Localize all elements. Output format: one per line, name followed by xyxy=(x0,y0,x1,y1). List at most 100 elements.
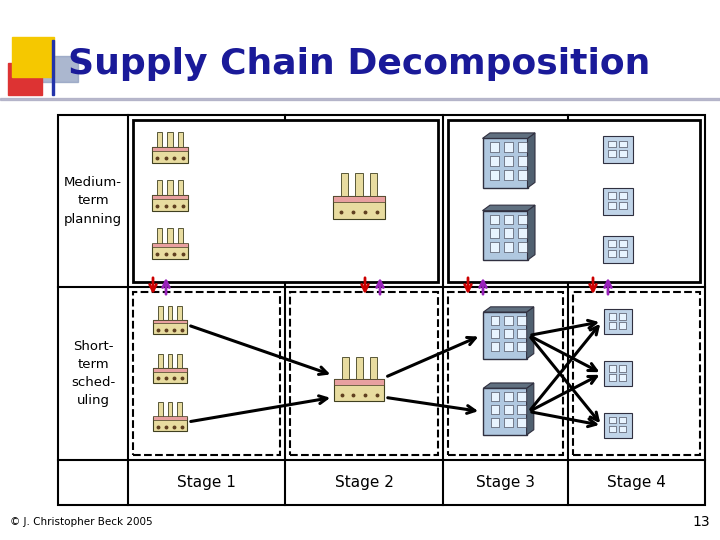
Bar xyxy=(153,416,187,420)
Bar xyxy=(178,132,183,147)
Bar xyxy=(490,142,499,152)
Bar xyxy=(608,141,616,147)
Bar xyxy=(152,147,188,151)
Bar xyxy=(168,228,173,244)
Bar xyxy=(518,170,527,180)
Bar xyxy=(490,214,499,225)
Text: Stage 4: Stage 4 xyxy=(607,475,666,490)
Bar xyxy=(334,379,384,401)
Bar xyxy=(518,142,527,152)
Bar xyxy=(603,309,632,334)
Bar xyxy=(333,196,385,219)
Bar xyxy=(609,314,616,320)
Bar xyxy=(158,180,163,195)
Bar xyxy=(608,250,616,256)
Bar xyxy=(158,402,163,417)
Bar xyxy=(177,306,182,320)
Bar xyxy=(28,56,78,82)
Bar xyxy=(504,392,513,401)
Bar xyxy=(490,405,499,414)
Bar xyxy=(609,366,616,372)
Bar xyxy=(490,342,499,351)
Text: © J. Christopher Beck 2005: © J. Christopher Beck 2005 xyxy=(10,517,153,527)
Text: 13: 13 xyxy=(693,515,710,529)
Bar xyxy=(619,374,626,381)
Bar xyxy=(518,316,526,325)
Bar xyxy=(608,240,616,247)
Bar xyxy=(152,244,188,259)
Bar xyxy=(619,240,627,247)
Polygon shape xyxy=(528,133,535,188)
Bar xyxy=(490,418,499,427)
Bar xyxy=(609,426,616,433)
Bar xyxy=(133,292,280,455)
Bar xyxy=(153,417,187,431)
Bar xyxy=(504,142,513,152)
Bar xyxy=(619,202,627,208)
Bar xyxy=(490,170,499,180)
Bar xyxy=(153,368,187,372)
Polygon shape xyxy=(526,383,534,435)
Bar xyxy=(153,320,187,323)
Bar xyxy=(603,187,634,214)
Bar xyxy=(619,366,626,372)
Bar xyxy=(608,192,616,199)
Bar xyxy=(609,374,616,381)
Bar xyxy=(356,173,363,196)
Bar xyxy=(153,368,187,383)
Bar xyxy=(369,357,377,379)
Bar xyxy=(490,329,499,338)
Bar xyxy=(334,379,384,384)
Bar xyxy=(504,214,513,225)
Bar xyxy=(152,195,188,211)
Bar xyxy=(518,242,527,252)
Bar xyxy=(504,342,513,351)
Bar xyxy=(609,322,616,329)
Bar xyxy=(619,141,627,147)
Bar xyxy=(608,202,616,208)
Bar xyxy=(483,312,526,359)
Polygon shape xyxy=(528,205,535,260)
Bar xyxy=(490,228,499,238)
Text: Stage 2: Stage 2 xyxy=(335,475,393,490)
Polygon shape xyxy=(526,307,534,359)
Bar xyxy=(482,211,528,260)
Bar xyxy=(490,242,499,252)
Bar xyxy=(573,292,700,455)
Text: Short-
term
sched-
uling: Short- term sched- uling xyxy=(71,340,115,407)
Bar xyxy=(333,195,385,201)
Bar xyxy=(168,402,172,417)
Bar xyxy=(490,156,499,166)
Bar xyxy=(12,37,54,77)
Bar xyxy=(168,132,173,147)
Bar xyxy=(619,192,627,199)
Bar xyxy=(603,235,634,262)
Bar xyxy=(518,156,527,166)
Polygon shape xyxy=(483,307,534,312)
Bar xyxy=(482,138,528,188)
Bar xyxy=(504,418,513,427)
Bar xyxy=(168,180,173,195)
Bar xyxy=(158,306,163,320)
Bar xyxy=(341,357,348,379)
Bar xyxy=(177,402,182,417)
Bar xyxy=(483,388,526,435)
Bar xyxy=(290,292,438,455)
Bar xyxy=(504,228,513,238)
Bar xyxy=(619,314,626,320)
Text: Stage 1: Stage 1 xyxy=(177,475,236,490)
Bar xyxy=(8,63,42,95)
Bar xyxy=(158,354,163,368)
Bar xyxy=(608,150,616,157)
Bar xyxy=(490,392,499,401)
Bar xyxy=(133,120,438,282)
Bar xyxy=(168,354,172,368)
Bar xyxy=(448,120,700,282)
Bar xyxy=(178,228,183,244)
Bar xyxy=(609,417,616,423)
Bar xyxy=(153,320,187,334)
Bar xyxy=(52,40,54,95)
Bar xyxy=(603,361,632,386)
Bar xyxy=(518,329,526,338)
Bar xyxy=(158,132,163,147)
